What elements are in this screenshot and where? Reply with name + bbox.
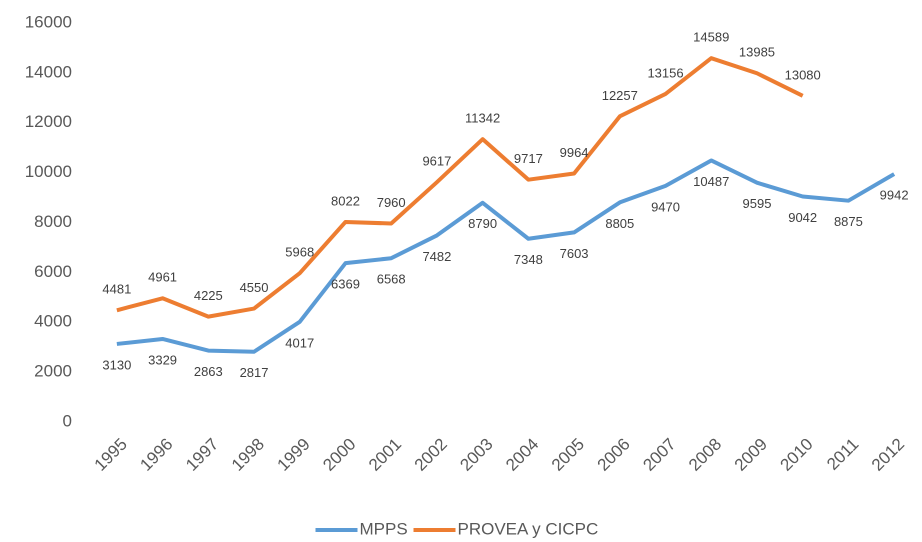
data-label: 13156 [647, 65, 683, 80]
y-tick-label: 8000 [34, 212, 72, 231]
data-label: 7348 [514, 252, 543, 267]
y-tick-label: 10000 [25, 162, 72, 181]
data-label: 9470 [651, 199, 680, 214]
data-label: 8022 [331, 193, 360, 208]
data-label: 12257 [602, 88, 638, 103]
x-tick-label: 1995 [91, 435, 131, 475]
legend-label: MPPS [360, 519, 408, 538]
data-label: 2863 [194, 364, 223, 379]
x-tick-label: 2003 [456, 435, 496, 475]
data-label: 3130 [102, 357, 131, 372]
data-label: 9595 [743, 196, 772, 211]
x-tick-label: 1999 [274, 435, 314, 475]
data-label: 9964 [560, 145, 589, 160]
series-line [116, 158, 896, 354]
data-label: 5968 [285, 245, 314, 260]
data-label: 2817 [240, 365, 269, 380]
data-label: 4481 [102, 282, 131, 297]
data-label: 6568 [377, 272, 406, 287]
data-label: 9942 [880, 188, 909, 203]
y-tick-label: 14000 [25, 62, 72, 81]
x-tick-label: 2008 [685, 435, 725, 475]
data-label: 6369 [331, 277, 360, 292]
data-label: 8805 [605, 216, 634, 231]
x-tick-label: 2009 [731, 435, 771, 475]
x-tick-label: 2010 [777, 435, 817, 475]
x-tick-label: 1998 [228, 435, 268, 475]
x-tick-label: 2005 [548, 435, 588, 475]
data-label: 4961 [148, 270, 177, 285]
data-label: 3329 [148, 352, 177, 367]
y-tick-label: 2000 [34, 362, 72, 381]
y-tick-label: 16000 [25, 12, 72, 31]
y-tick-label: 12000 [25, 112, 72, 131]
x-tick-label: 2012 [868, 435, 908, 475]
x-tick-label: 2004 [502, 435, 542, 475]
data-label: 8790 [468, 216, 497, 231]
data-label: 8875 [834, 214, 863, 229]
data-label: 10487 [693, 174, 729, 189]
x-tick-label: 2007 [639, 435, 679, 475]
data-label: 7603 [560, 246, 589, 261]
data-label: 13080 [785, 67, 821, 82]
data-label: 9617 [422, 154, 451, 169]
data-label: 4225 [194, 288, 223, 303]
data-label: 4550 [240, 280, 269, 295]
data-label: 11342 [465, 111, 500, 126]
x-tick-label: 2000 [319, 435, 359, 475]
series-line [116, 56, 804, 319]
data-label: 9042 [788, 210, 817, 225]
x-tick-label: 1997 [182, 435, 222, 475]
legend-label: PROVEA y CICPC [458, 519, 599, 538]
data-label: 4017 [285, 335, 314, 350]
x-tick-label: 2011 [823, 435, 862, 474]
data-label: 7482 [422, 249, 451, 264]
x-tick-label: 1996 [136, 435, 176, 475]
data-label: 13985 [739, 45, 775, 60]
data-label: 7960 [377, 195, 406, 210]
data-label: 14589 [693, 30, 729, 45]
y-tick-label: 6000 [34, 262, 72, 281]
y-tick-label: 0 [63, 411, 72, 430]
x-tick-label: 2006 [594, 435, 634, 475]
data-label: 9717 [514, 151, 543, 166]
x-tick-label: 2002 [411, 435, 451, 475]
x-tick-label: 2001 [365, 435, 405, 475]
y-tick-label: 4000 [34, 312, 72, 331]
